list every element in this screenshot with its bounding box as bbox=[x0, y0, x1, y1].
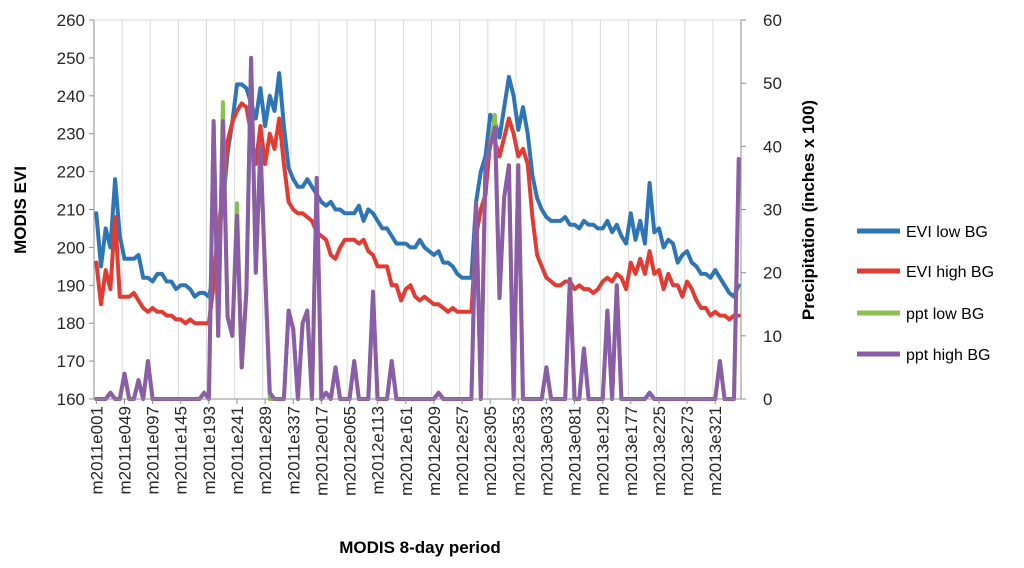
y-tick-label: 190 bbox=[57, 276, 85, 295]
y-tick-label: 180 bbox=[57, 314, 85, 333]
y-tick-label: 210 bbox=[57, 201, 85, 220]
legend: EVI low BG EVI high BG ppt low BG ppt high … bbox=[857, 224, 994, 364]
series-line-evi-high-bg bbox=[94, 101, 741, 326]
x-tick-label: m2012e065 bbox=[341, 406, 360, 496]
x-tick-label: m2013e129 bbox=[594, 406, 613, 496]
x-tick-label: m2011e241 bbox=[228, 406, 247, 495]
x-axis-title: MODIS 8-day period bbox=[339, 538, 501, 557]
series-line-evi-low-bg bbox=[94, 71, 741, 299]
legend-label: EVI high BG bbox=[906, 264, 994, 281]
y2-tick-label: 40 bbox=[763, 137, 782, 156]
x-tick-label: m2011e001 bbox=[87, 406, 106, 495]
x-tick-label: m2011e145 bbox=[172, 406, 191, 495]
x-tick-label: m2012e113 bbox=[369, 406, 388, 495]
y2-tick-label: 50 bbox=[763, 74, 782, 93]
x-tick-label: m2011e097 bbox=[144, 406, 163, 495]
legend-label: EVI low BG bbox=[906, 224, 988, 241]
gridlines bbox=[93, 20, 714, 399]
x-tick-label: m2013e225 bbox=[650, 406, 669, 496]
x-tick-label: m2011e337 bbox=[284, 406, 303, 495]
ticks: m2011e001 m2011e049 m2011e097 m2011e145 m201… bbox=[57, 11, 782, 496]
y2-axis-title: Precipitation (inches x 100) bbox=[799, 100, 818, 320]
y-axis-title: MODIS EVI bbox=[11, 166, 30, 254]
y-tick-label: 200 bbox=[57, 238, 85, 257]
y-tick-label: 260 bbox=[57, 11, 85, 30]
legend-label: ppt low BG bbox=[906, 306, 984, 323]
x-tick-label: m2011e193 bbox=[200, 406, 219, 495]
x-tick-label: m2012e161 bbox=[397, 406, 416, 496]
y2-tick-label: 60 bbox=[763, 11, 782, 30]
y2-tick-label: 20 bbox=[763, 264, 782, 283]
y2-tick-label: 30 bbox=[763, 201, 782, 220]
x-tick-label: m2012e257 bbox=[453, 406, 472, 496]
y2-tick-label: 10 bbox=[763, 327, 782, 346]
x-tick-label: m2013e321 bbox=[706, 406, 725, 496]
x-tick-label: m2013e081 bbox=[566, 406, 585, 496]
y-tick-label: 220 bbox=[57, 163, 85, 182]
series-layer bbox=[94, 55, 741, 401]
y-tick-label: 170 bbox=[57, 352, 85, 371]
x-tick-label: m2012e209 bbox=[425, 406, 444, 496]
y-tick-label: 160 bbox=[57, 390, 85, 409]
x-tick-label: m2013e177 bbox=[622, 406, 641, 496]
x-tick-label: m2013e033 bbox=[537, 406, 556, 496]
x-tick-label: m2011e289 bbox=[256, 406, 275, 495]
y-tick-label: 230 bbox=[57, 125, 85, 144]
x-tick-label: m2013e273 bbox=[678, 406, 697, 496]
x-tick-label: m2012e305 bbox=[481, 406, 500, 496]
y-tick-label: 240 bbox=[57, 87, 85, 106]
x-tick-label: m2012e017 bbox=[312, 406, 331, 496]
x-tick-label: m2011e049 bbox=[115, 406, 134, 495]
legend-label: ppt high BG bbox=[906, 347, 991, 364]
axes bbox=[93, 19, 742, 400]
x-tick-label: m2012e353 bbox=[509, 406, 528, 496]
y2-tick-label: 0 bbox=[763, 390, 772, 409]
y-tick-label: 250 bbox=[57, 49, 85, 68]
